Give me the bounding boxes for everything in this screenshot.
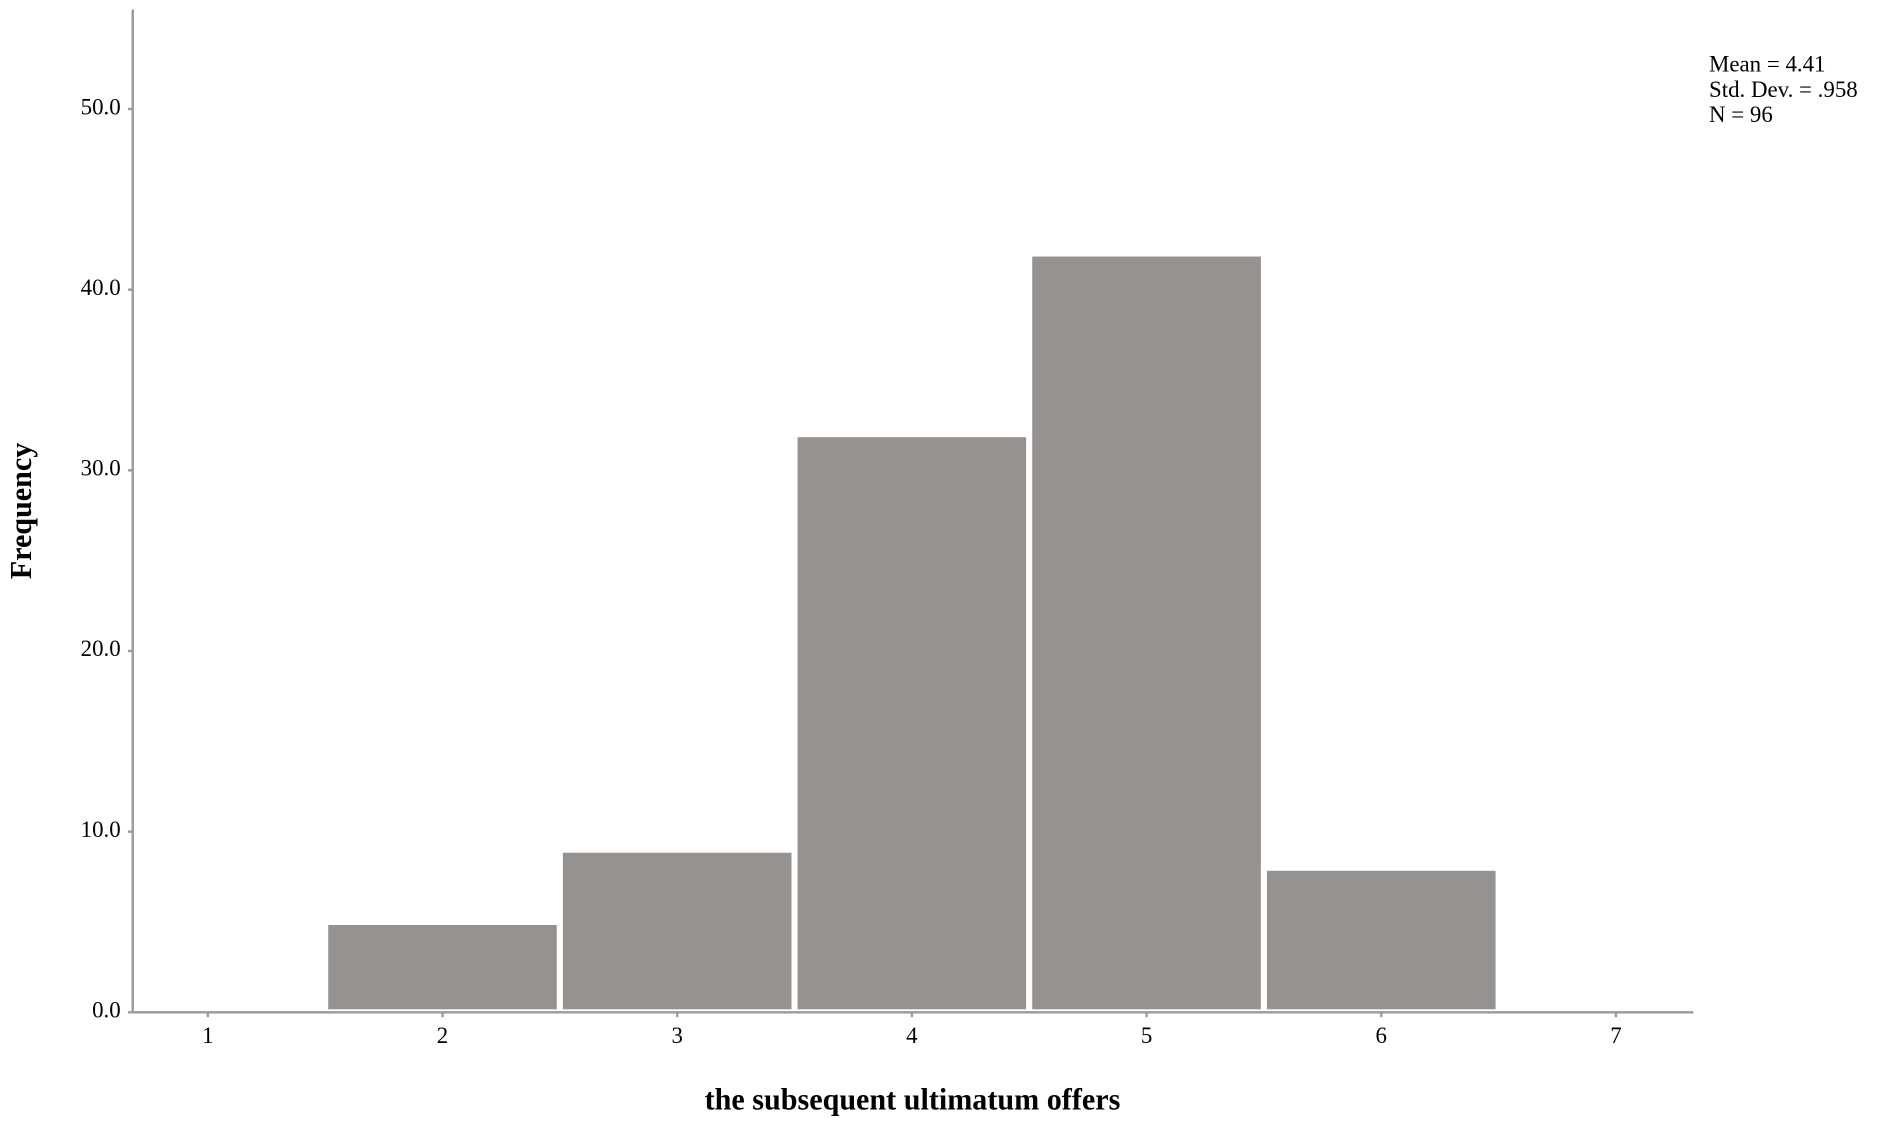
stat-annotation: N = 96 <box>1709 102 1773 127</box>
x-tick-label: 6 <box>1376 1023 1387 1048</box>
bar <box>791 431 1033 1016</box>
y-tick-label: 40.0 <box>81 275 121 300</box>
bar <box>1260 864 1502 1016</box>
x-tick-label: 1 <box>202 1023 213 1048</box>
y-tick-label: 50.0 <box>81 94 121 119</box>
x-tick-label: 3 <box>671 1023 682 1048</box>
y-axis-label: Frequency <box>4 443 38 580</box>
bar <box>1026 250 1267 1016</box>
stat-annotation: Std. Dev. = .958 <box>1709 77 1858 102</box>
bar <box>556 846 798 1016</box>
y-tick-label: 20.0 <box>81 636 121 661</box>
y-tick-label: 0.0 <box>92 998 121 1023</box>
stat-annotation: Mean = 4.41 <box>1709 52 1825 77</box>
x-tick-label: 2 <box>437 1023 448 1048</box>
x-tick-label: 7 <box>1610 1023 1621 1048</box>
y-tick-label: 10.0 <box>81 817 121 842</box>
x-axis-label: the subsequent ultimatum offers <box>705 1083 1121 1117</box>
x-tick-label: 4 <box>906 1023 918 1048</box>
x-tick-label: 5 <box>1141 1023 1152 1048</box>
bar <box>322 918 563 1016</box>
y-tick-label: 30.0 <box>81 456 121 481</box>
